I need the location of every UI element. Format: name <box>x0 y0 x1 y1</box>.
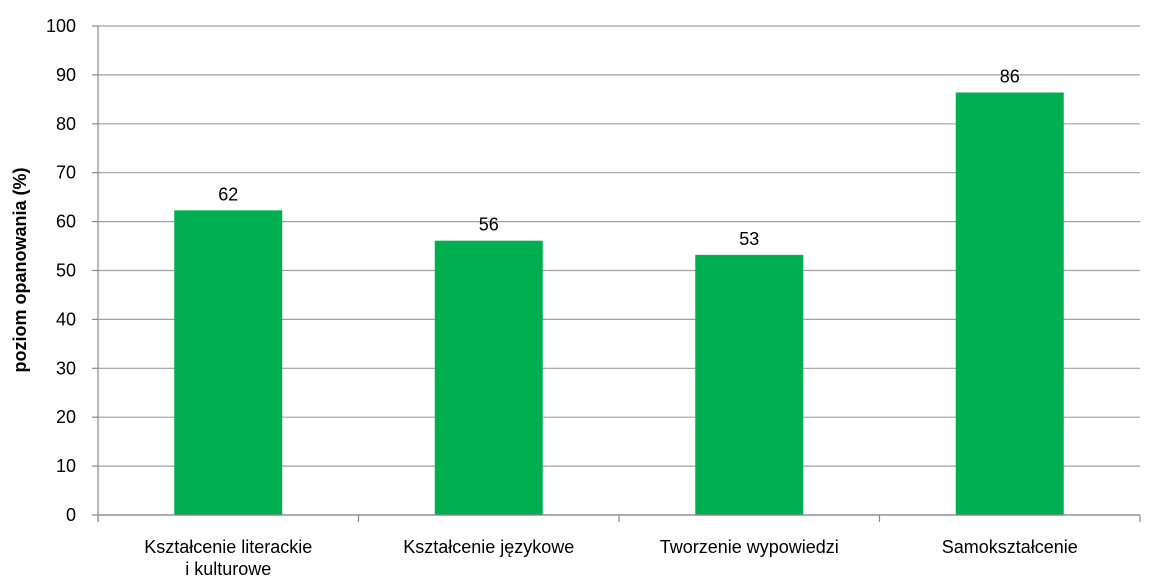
y-tick-label: 20 <box>56 407 76 427</box>
data-label: 86 <box>1000 67 1020 87</box>
data-label: 62 <box>218 184 238 204</box>
y-tick-label: 60 <box>56 212 76 232</box>
data-label: 53 <box>739 229 759 249</box>
y-tick-label: 70 <box>56 163 76 183</box>
y-tick-label: 50 <box>56 261 76 281</box>
bar <box>434 240 543 515</box>
y-tick-label: 80 <box>56 114 76 134</box>
x-tick-label: Kształcenie językowe <box>403 537 574 557</box>
x-tick-label: Tworzenie wypowiedzi <box>660 537 839 557</box>
y-tick-label: 30 <box>56 358 76 378</box>
bar <box>955 92 1064 515</box>
bar <box>695 254 804 516</box>
y-axis-label: poziom opanowania (%) <box>10 167 30 372</box>
bar <box>174 210 283 515</box>
y-tick-label: 0 <box>66 505 76 525</box>
data-label: 56 <box>479 215 499 235</box>
y-tick-label: 90 <box>56 65 76 85</box>
y-tick-label: 100 <box>46 16 76 36</box>
y-tick-label: 40 <box>56 309 76 329</box>
x-tick-label: Kształcenie literackie i kulturowe <box>144 537 312 579</box>
x-tick-label: Samokształcenie <box>942 537 1078 557</box>
y-tick-label: 10 <box>56 456 76 476</box>
